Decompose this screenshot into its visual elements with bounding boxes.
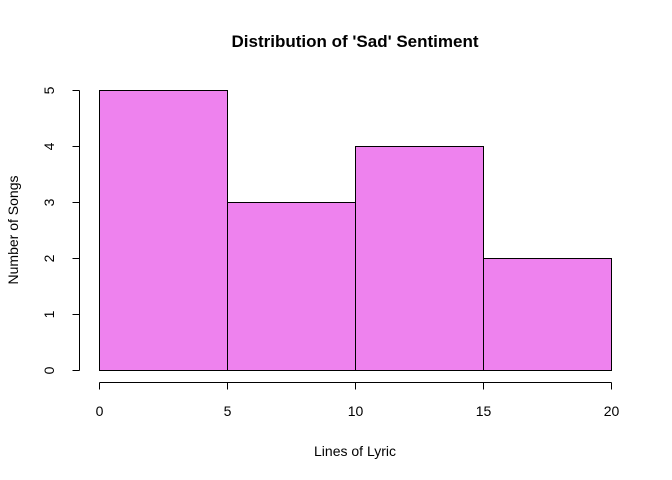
x-tick-label: 5: [224, 403, 232, 419]
y-tick-label: 4: [41, 142, 57, 150]
y-tick-label: 2: [41, 254, 57, 262]
y-axis-label: Number of Songs: [5, 176, 21, 285]
x-tick-label: 10: [348, 403, 364, 419]
histogram-bar-4: [483, 258, 612, 371]
histogram-bar-1: [99, 90, 228, 371]
x-tick-label: 0: [96, 403, 104, 419]
y-tick-label: 0: [41, 366, 57, 374]
histogram-bar-2: [227, 202, 356, 371]
x-axis-label: Lines of Lyric: [314, 443, 396, 459]
x-tick-label: 20: [604, 403, 620, 419]
y-tick-label: 3: [41, 198, 57, 206]
y-axis: 0 1 2 3 4 5: [41, 86, 80, 374]
bars-group: [99, 90, 612, 371]
chart-title: Distribution of 'Sad' Sentiment: [231, 32, 478, 51]
y-tick-label: 1: [41, 310, 57, 318]
x-axis: 0 5 10 15 20: [96, 382, 620, 419]
y-tick-label: 5: [41, 86, 57, 94]
x-tick-label: 15: [476, 403, 492, 419]
histogram-bar-3: [355, 146, 484, 371]
